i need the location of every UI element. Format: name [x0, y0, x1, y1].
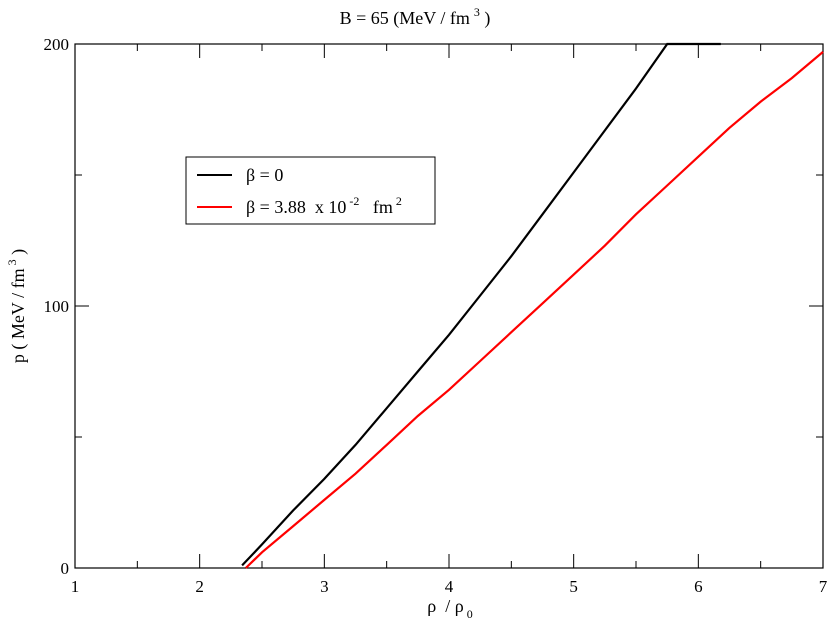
x-tick-label: 3 [320, 577, 329, 596]
x-tick-label: 7 [819, 577, 828, 596]
y-axis-label: p ( MeV / fm 3 ) [5, 249, 29, 363]
legend-beta-symbol-2: β [246, 197, 255, 217]
legend-box [185, 156, 436, 225]
legend: β = 0 β = 3.88 x 10 -2 fm 2 [185, 156, 436, 225]
legend-text-1b: fm [359, 197, 393, 217]
xlabel-sub: 0 [467, 607, 473, 621]
legend-label-beta-0: β = 0 [246, 165, 283, 185]
y-tick-label: 100 [44, 297, 70, 316]
x-tick-label: 4 [445, 577, 454, 596]
x-tick-label: 6 [694, 577, 703, 596]
ylabel-sup: 3 [5, 259, 19, 265]
title-sup: 3 [474, 5, 480, 19]
y-tick-label: 0 [61, 559, 70, 578]
plot-frame [74, 43, 824, 569]
x-tick-label: 1 [71, 577, 80, 596]
ylabel-main: p ( MeV / fm [8, 268, 29, 363]
xlabel-rho: ρ [427, 596, 436, 616]
x-tick-label: 2 [195, 577, 204, 596]
title-main: B = 65 (MeV / fm [340, 8, 470, 29]
xlabel-rho0: ρ [455, 596, 464, 616]
legend-beta-symbol: β [246, 165, 255, 185]
series-layer [241, 42, 824, 569]
series-line-1 [245, 51, 824, 569]
chart-title: B = 65 (MeV / fm 3 ) [340, 5, 491, 29]
legend-sup-1: -2 [349, 194, 359, 208]
ylabel-close: ) [8, 249, 29, 260]
legend-sup-2: 2 [396, 194, 402, 208]
y-tick-label: 200 [44, 35, 70, 54]
axis-ticks: 1 2 3 4 5 6 7 0 100 200 [44, 35, 828, 596]
xlabel-slash: / [436, 596, 455, 616]
series-line-0 [241, 42, 721, 567]
legend-text-1a: = 3.88 x 10 [255, 197, 346, 217]
title-close: ) [480, 8, 491, 29]
legend-text-0: = 0 [255, 165, 283, 185]
legend-label-beta-388: β = 3.88 x 10 -2 fm 2 [246, 194, 402, 217]
x-tick-label: 5 [569, 577, 578, 596]
